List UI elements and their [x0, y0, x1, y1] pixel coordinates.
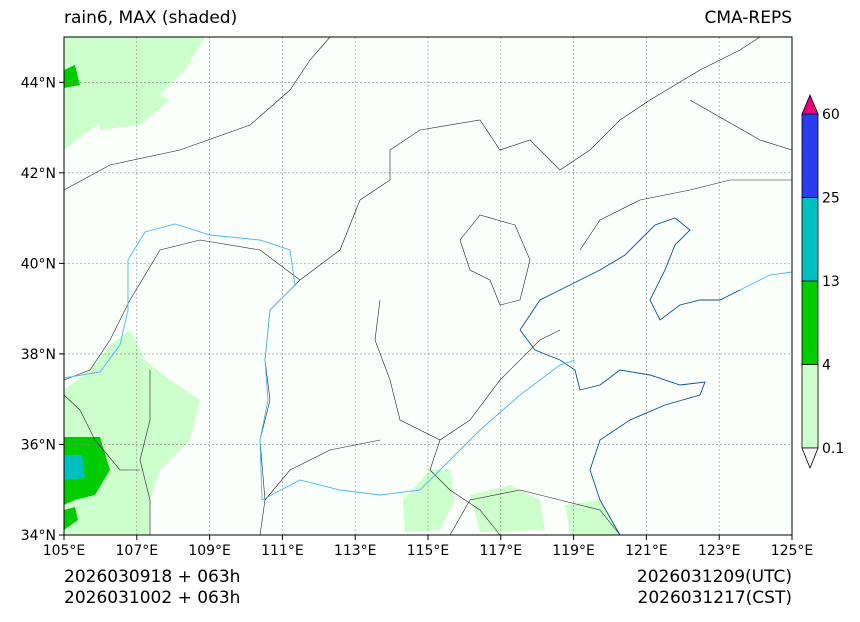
x-tick-label: 105°E [43, 543, 86, 559]
gridlines [64, 37, 792, 535]
plot-title: rain6, MAX (shaded) [64, 8, 238, 28]
precip-area-south [403, 470, 455, 532]
colorbar-segment [801, 113, 819, 198]
x-tick-label: 113°E [334, 543, 377, 559]
y-tick-label: 34°N [21, 528, 56, 544]
init-time-utc: 2026030918 + 063h [64, 567, 241, 587]
colorbar-over-arrow [801, 93, 819, 115]
axes: 105°E 107°E 109°E 111°E 113°E 115°E 117°E 119°E… [21, 75, 814, 559]
x-tick-label: 121°E [625, 543, 668, 559]
precip-area [95, 90, 170, 130]
colorbar-segment [801, 280, 819, 365]
colorbar-label: 60 [822, 107, 840, 123]
x-tick-label: 123°E [698, 543, 741, 559]
x-tick-label: 107°E [116, 543, 159, 559]
model-name: CMA-REPS [704, 8, 792, 28]
x-tick-label: 111°E [261, 543, 304, 559]
colorbar-label: 4 [822, 358, 831, 374]
valid-time: 2026031209(UTC) 2026031217(CST) [637, 567, 792, 609]
y-tick-label: 44°N [21, 75, 56, 91]
colorbar-label: 13 [822, 274, 840, 290]
colorbar-under-arrow [801, 447, 819, 470]
precip-area-heavy [64, 455, 85, 480]
y-tick-label: 40°N [21, 256, 56, 272]
x-tick-label: 115°E [407, 543, 450, 559]
precip-area-moderate [64, 507, 78, 530]
colorbar-label: 25 [822, 191, 840, 207]
valid-time-cst: 2026031217(CST) [637, 588, 792, 608]
x-tick-label: 119°E [552, 543, 595, 559]
precip-area-south [470, 485, 545, 532]
precip-area-south [565, 500, 620, 535]
precip-area-moderate [64, 437, 110, 505]
y-tick-label: 42°N [21, 166, 56, 182]
x-tick-label: 109°E [188, 543, 231, 559]
init-time: 2026030918 + 063h 2026031002 + 063h [64, 567, 240, 609]
colorbar-segment [801, 364, 819, 449]
coastline [519, 217, 741, 536]
init-time-cst: 2026031002 + 063h [64, 588, 241, 608]
rivers [63, 223, 793, 501]
colorbar-label: 0.1 [822, 441, 844, 457]
precip-shading [64, 37, 620, 535]
valid-time-utc: 2026031209(UTC) [636, 567, 792, 587]
colorbar: 0.1 4 13 25 60 [801, 93, 844, 470]
x-tick-label: 117°E [480, 543, 523, 559]
x-tick-label: 125°E [771, 543, 814, 559]
colorbar-segment [801, 197, 819, 282]
y-tick-label: 36°N [21, 437, 56, 453]
y-tick-label: 38°N [21, 347, 56, 363]
